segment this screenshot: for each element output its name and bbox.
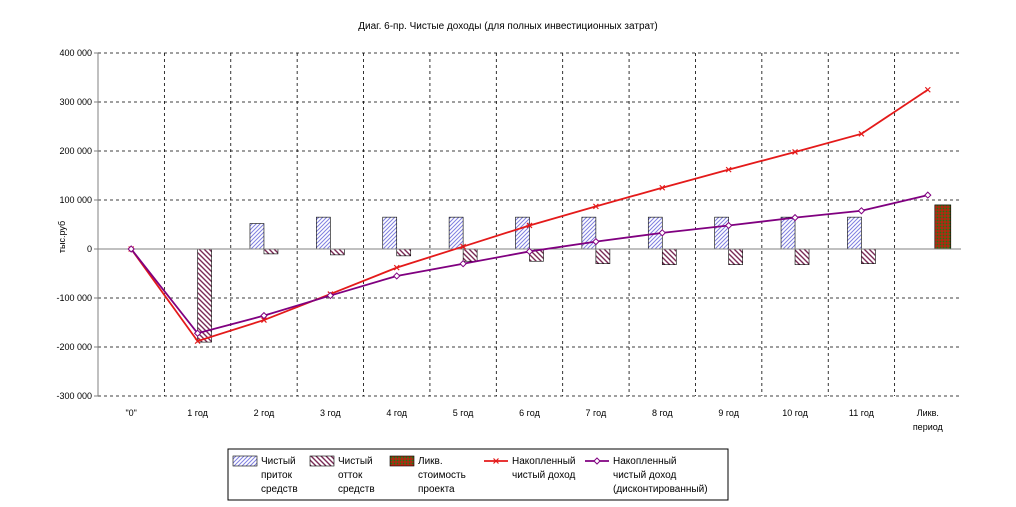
x-tick-label: 8 год (652, 408, 673, 418)
bar-outflow (861, 248, 876, 264)
bar-inflow (249, 223, 265, 250)
x-tick-label: 2 год (254, 408, 275, 418)
legend-inflow-label: средств (261, 484, 298, 495)
legend-discounted-label: (дисконтированный) (613, 484, 708, 495)
legend-liquidation-label: стоимость (418, 470, 466, 481)
bar-outflow (462, 248, 478, 262)
bar-outflow (197, 248, 212, 343)
legend-inflow-label: приток (261, 470, 293, 481)
line-cumulative-income-point (261, 317, 267, 323)
line-cumulative-income-point (725, 166, 732, 173)
line-discounted-income-point (791, 213, 799, 222)
line-discounted-income-point (193, 329, 202, 337)
bar-outflow (661, 248, 677, 265)
line-discounted-income-point (525, 247, 534, 256)
line-discounted-income-point (326, 291, 335, 300)
x-tick-label: 3 год (320, 408, 341, 418)
y-tick-label: 300 000 (59, 97, 92, 107)
line-discounted-income-point (459, 259, 467, 268)
legend-inflow-label: Чистый (261, 456, 296, 467)
bar-liquidation (934, 204, 952, 250)
y-tick-label: 100 000 (59, 195, 92, 205)
line-discounted-income-point (924, 191, 932, 199)
plot-lines (127, 86, 932, 345)
legend-cumulative-point (493, 458, 499, 464)
legend-outflow-swatch (309, 455, 335, 467)
y-tick-label: 400 000 (59, 48, 92, 58)
line-cumulative-income-point (858, 130, 865, 137)
line-discounted-income-point (724, 221, 733, 230)
legend-discounted-label: Накопленный (613, 456, 676, 467)
legend-outflow-label: Чистый (338, 456, 373, 467)
line-cumulative-income-point (659, 184, 666, 191)
x-tick-label: 11 год (849, 408, 875, 418)
x-tick-label: Ликв. период (913, 408, 944, 432)
y-tick-label: -300 000 (56, 391, 92, 401)
line-cumulative-income-point (592, 203, 599, 210)
x-axis-ticks: "0" 1 год 2 год 3 год 4 год 5 год 6 год 7 год 8 … (125, 408, 943, 432)
legend-outflow-label: средств (338, 484, 375, 495)
bar-inflow (316, 216, 331, 250)
x-tick-label: 1 год (187, 408, 208, 418)
bar-inflow (780, 216, 796, 250)
chart-title: Диаг. 6-пр. Чистые доходы (для полных ин… (358, 21, 658, 32)
line-discounted-income-point (260, 311, 268, 320)
line-cumulative-income-point (460, 243, 467, 250)
bar-outflow (728, 248, 743, 265)
legend-outflow-label: отток (338, 470, 363, 481)
line-discounted-income-point (658, 229, 666, 237)
y-tick-label: 0 (87, 244, 92, 254)
bar-inflow (382, 216, 398, 250)
line-discounted-income-point (393, 272, 401, 280)
y-tick-label: 200 000 (59, 146, 92, 156)
y-axis-label: тыс.руб (57, 221, 67, 253)
bar-outflow (794, 248, 810, 265)
bar-outflow (330, 248, 345, 256)
y-tick-label: -100 000 (56, 293, 92, 303)
legend-liquidation-label: Ликв. (418, 456, 443, 467)
legend-liquidation-swatch (389, 455, 415, 467)
line-discounted-income-point (592, 237, 600, 246)
bar-outflow (263, 248, 279, 255)
line-discounted-income-point (127, 245, 135, 253)
line-cumulative-income-point (393, 264, 400, 271)
line-cumulative-income-point (924, 86, 931, 93)
legend-cumulative-label: чистый доход (512, 470, 575, 481)
line-cumulative-income-point (194, 338, 201, 345)
bar-outflow (396, 248, 412, 257)
legend-liquidation-label: проекта (418, 484, 455, 495)
bar-inflow (847, 216, 862, 250)
x-tick-label: 9 год (718, 408, 739, 418)
legend-discounted-point (593, 457, 601, 465)
plot-bars (197, 204, 952, 343)
x-tick-label: 5 год (453, 408, 474, 418)
bar-inflow (714, 216, 729, 250)
x-tick-label: 6 год (519, 408, 540, 418)
bar-inflow (515, 216, 530, 250)
y-tick-label: -200 000 (56, 342, 92, 352)
line-cumulative-income-point (792, 149, 798, 155)
legend: Чистый приток средств Чистый отток средств Лик… (227, 448, 729, 501)
x-tick-label: 10 год (782, 408, 808, 418)
legend-inflow-swatch (232, 455, 258, 467)
legend-discounted-label: чистый доход (613, 470, 676, 481)
y-axis-ticks: 400 000 300 000 200 000 100 000 0 -100 000 -20… (56, 48, 92, 401)
bar-outflow (595, 248, 611, 264)
x-tick-label: 7 год (586, 408, 607, 418)
line-cumulative-income-point (526, 222, 533, 229)
x-tick-label: "0" (125, 408, 136, 418)
x-tick-label: 4 год (386, 408, 407, 418)
line-discounted-income-point (857, 207, 866, 215)
legend-cumulative-label: Накопленный (512, 456, 575, 467)
